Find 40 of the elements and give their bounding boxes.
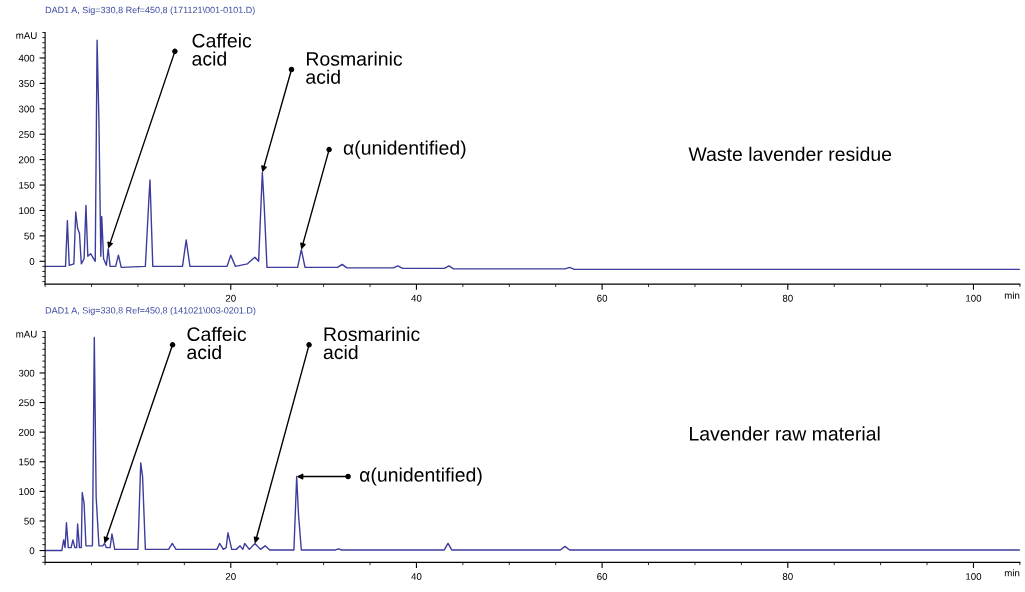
y-tick-label: 50: [24, 517, 35, 525]
y-tick-label: 350: [18, 80, 35, 88]
x-tick-label: 60: [597, 573, 608, 580]
y-axis-title: mAU: [16, 330, 37, 338]
y-axis-title: mAU: [16, 32, 37, 39]
x-axis-title: min: [1004, 569, 1020, 577]
x-tick-label: 100: [966, 294, 982, 302]
y-tick-label: 0: [29, 258, 35, 265]
x-tick-label: 40: [411, 294, 422, 302]
chart-title: DAD1 A, Sig=330,8 Ref=450,8 (141021\003-0201.D): [45, 306, 256, 316]
y-tick-label: 0: [29, 547, 35, 555]
x-tick-label: 80: [782, 294, 793, 302]
chart-title: DAD1 A, Sig=330,8 Ref=450,8 (171121\001-0101.D): [45, 6, 255, 15]
annotation: Caffeic acid: [187, 326, 247, 360]
annotation: α(unidentified): [360, 467, 482, 486]
y-tick-label: 250: [18, 399, 35, 407]
annotation: Rosmarinic acid: [323, 326, 420, 360]
x-tick-label: 100: [966, 573, 982, 580]
annotation: α(unidentified): [343, 140, 466, 159]
annotation: Lavender raw material: [690, 426, 880, 441]
y-tick-label: 150: [19, 181, 35, 189]
y-tick-label: 100: [19, 488, 35, 495]
x-tick-label: 20: [225, 573, 236, 580]
y-tick-label: 200: [18, 156, 35, 164]
annotation: Rosmarinic acid: [306, 51, 403, 84]
y-tick-label: 300: [18, 369, 35, 377]
annotation: Caffeic acid: [192, 33, 252, 66]
x-tick-label: 60: [597, 294, 608, 302]
y-tick-label: 50: [24, 232, 35, 240]
y-tick-label: 200: [18, 428, 35, 436]
y-tick-label: 250: [18, 130, 35, 138]
x-tick-label: 80: [782, 573, 793, 580]
y-tick-label: 300: [18, 105, 35, 113]
annotation: Waste lavender residue: [688, 146, 892, 162]
x-axis-title: min: [1004, 291, 1020, 299]
y-tick-label: 150: [19, 458, 35, 466]
y-tick-label: 400: [18, 54, 35, 62]
x-tick-label: 20: [225, 294, 236, 302]
x-tick-label: 40: [411, 573, 422, 580]
y-tick-label: 100: [19, 207, 35, 215]
